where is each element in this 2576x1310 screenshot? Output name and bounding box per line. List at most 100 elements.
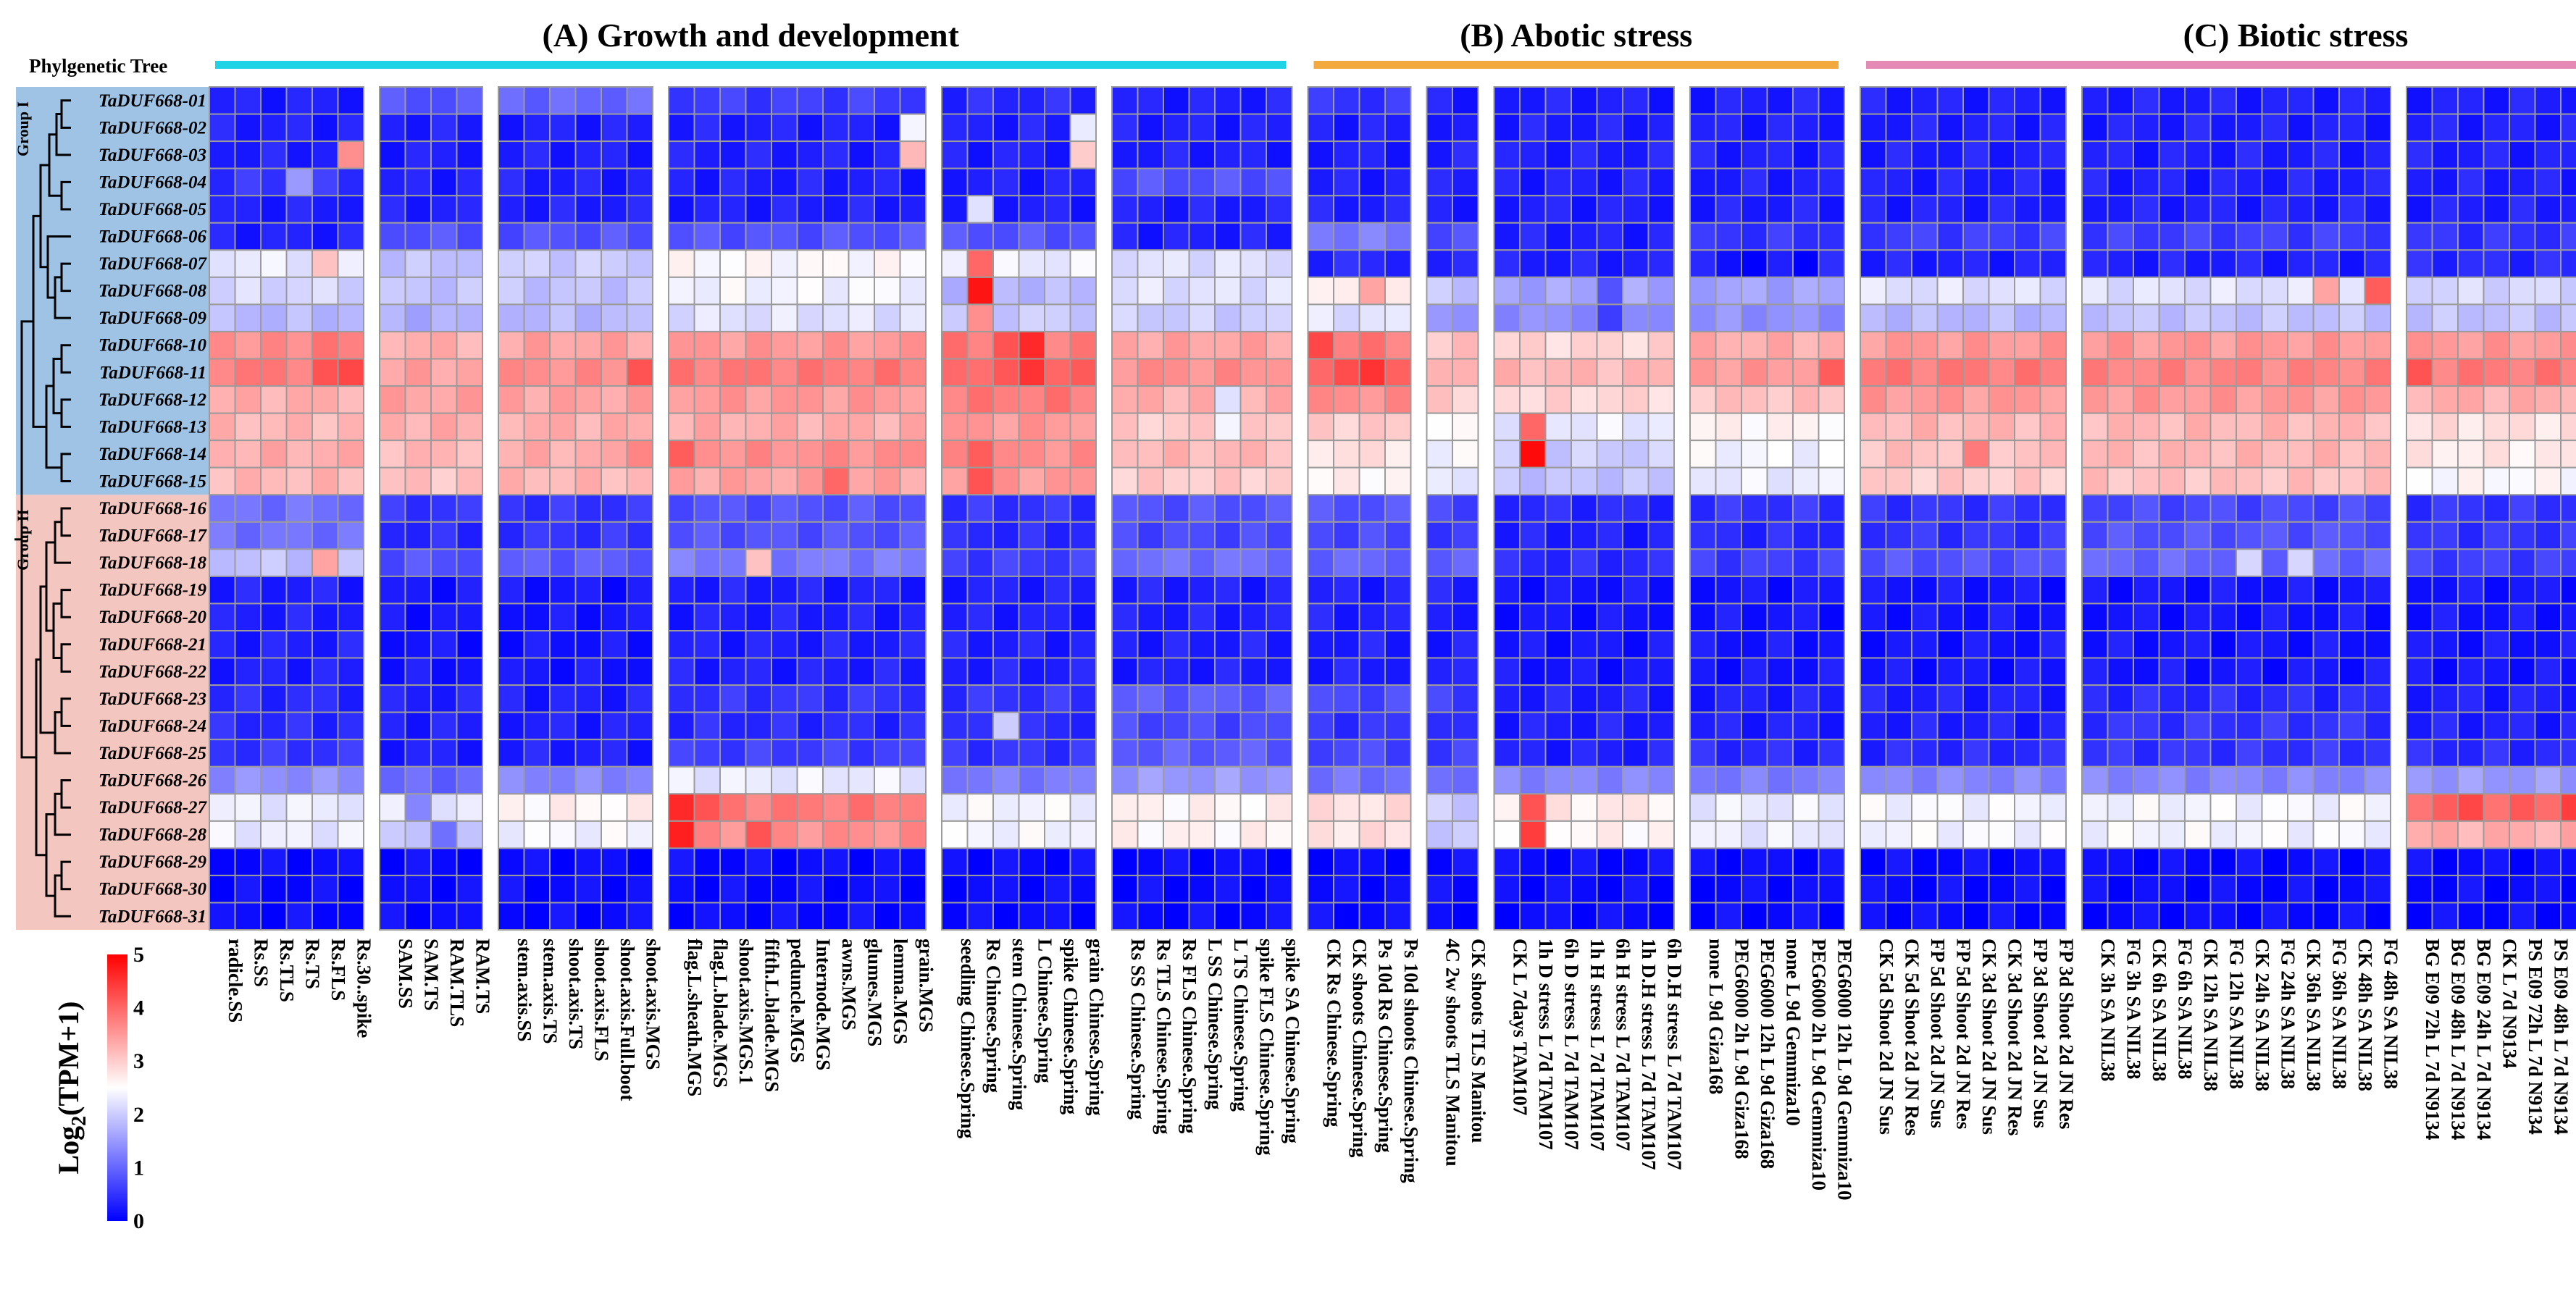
- heatmap-cell: [1962, 167, 1990, 197]
- heatmap-cell: [574, 711, 602, 741]
- heatmap-cell: [1988, 140, 2015, 169]
- heatmap-cell: [1647, 902, 1675, 931]
- heatmap-cell: [523, 793, 551, 822]
- heatmap-cell: [209, 385, 236, 414]
- heatmap-cell: [1111, 412, 1139, 442]
- heatmap-cell: [498, 684, 525, 713]
- heatmap-cell: [1493, 657, 1521, 687]
- heatmap-cell: [209, 466, 236, 496]
- column-label: CK 3d Shoot 2d JN Res: [2004, 939, 2025, 1135]
- heatmap-cell: [523, 630, 551, 659]
- heatmap-cell: [1596, 630, 1623, 659]
- heatmap-cell: [1307, 167, 1334, 197]
- heatmap-cell: [1936, 358, 1964, 387]
- heatmap-cell: [404, 276, 432, 306]
- heatmap-cell: [234, 765, 262, 795]
- heatmap-cell: [574, 820, 602, 849]
- heatmap-cell: [404, 140, 432, 169]
- heatmap-block: [941, 86, 1097, 931]
- heatmap-cell: [260, 494, 288, 523]
- heatmap-cell: [899, 440, 927, 469]
- column-label: CK L 7d N9134: [2498, 939, 2520, 1068]
- heatmap-cell: [1069, 358, 1097, 387]
- heatmap-cell: [1962, 385, 1990, 414]
- heatmap-cell: [2158, 330, 2186, 360]
- heatmap-cell: [2133, 847, 2160, 876]
- heatmap-cell: [992, 684, 1020, 713]
- heatmap-cell: [2338, 140, 2366, 169]
- heatmap-cell: [2261, 440, 2288, 469]
- heatmap-cell: [498, 195, 525, 224]
- heatmap-cell: [719, 222, 747, 251]
- heatmap-cell: [337, 86, 364, 115]
- heatmap-cell: [1266, 385, 1293, 414]
- heatmap-cell: [1452, 793, 1479, 822]
- heatmap-cell: [1493, 276, 1521, 306]
- heatmap-cell: [285, 440, 313, 469]
- heatmap-cell: [941, 330, 969, 360]
- heatmap-cell: [1911, 739, 1939, 768]
- heatmap-cell: [1622, 711, 1649, 741]
- heatmap-cell: [2107, 303, 2134, 332]
- heatmap-cell: [1818, 521, 1845, 550]
- heatmap-cell: [2338, 847, 2366, 876]
- column-label: fifth.L.blade.MGS: [761, 939, 782, 1092]
- heatmap-cell: [1358, 874, 1386, 904]
- heatmap-cell: [1452, 684, 1479, 713]
- heatmap-cell: [1358, 548, 1386, 577]
- heatmap-cell: [498, 820, 525, 849]
- heatmap-cell: [1137, 466, 1164, 496]
- heatmap-cell: [2209, 739, 2237, 768]
- heatmap-cell: [311, 575, 339, 605]
- heatmap-cell: [2287, 548, 2314, 577]
- heatmap-cell: [1792, 195, 1820, 224]
- heatmap-cell: [1596, 521, 1623, 550]
- heatmap-cell: [1766, 167, 1794, 197]
- heatmap-cell: [1426, 602, 1453, 632]
- heatmap-cell: [2431, 440, 2459, 469]
- heatmap-cell: [1544, 902, 1572, 931]
- heatmap-cell: [2261, 874, 2288, 904]
- column-label: BG E09 72h L 7d N9134: [2422, 939, 2443, 1140]
- heatmap-cell: [626, 113, 653, 143]
- heatmap-cell: [1266, 330, 1293, 360]
- heatmap-cell: [874, 874, 901, 904]
- heatmap-cell: [456, 276, 483, 306]
- heatmap-cell: [1988, 902, 2015, 931]
- heatmap-cell: [234, 820, 262, 849]
- heatmap-cell: [311, 820, 339, 849]
- heatmap-cell: [1988, 494, 2015, 523]
- heatmap-cell: [1936, 440, 1964, 469]
- heatmap-cell: [1239, 684, 1267, 713]
- heatmap-cell: [693, 765, 721, 795]
- heatmap-cell: [2261, 195, 2288, 224]
- heatmap-cell: [2509, 412, 2536, 442]
- heatmap-cell: [2534, 630, 2562, 659]
- heatmap-cell: [626, 548, 653, 577]
- heatmap-cell: [1426, 793, 1453, 822]
- heatmap-cell: [1647, 494, 1675, 523]
- heatmap-cell: [1936, 330, 1964, 360]
- heatmap-cell: [430, 86, 458, 115]
- heatmap-cell: [209, 330, 236, 360]
- heatmap-cell: [1647, 195, 1675, 224]
- heatmap-cell: [966, 630, 994, 659]
- heatmap-cell: [1111, 113, 1139, 143]
- heatmap-cell: [379, 494, 406, 523]
- heatmap-cell: [1689, 847, 1717, 876]
- heatmap-cell: [2483, 167, 2510, 197]
- heatmap-cell: [745, 711, 772, 741]
- heatmap-cell: [549, 630, 577, 659]
- heatmap-cell: [285, 548, 313, 577]
- gene-label: TaDUF668-16: [99, 499, 207, 518]
- block-border: [209, 86, 364, 931]
- heatmap-cell: [771, 276, 798, 306]
- heatmap-cell: [2039, 113, 2067, 143]
- heatmap-cell: [2364, 86, 2391, 115]
- column-label: CK 5d Shoot 2d JN Res: [1901, 939, 1923, 1135]
- heatmap-cell: [1818, 195, 1845, 224]
- heatmap-cell: [260, 113, 288, 143]
- heatmap-cell: [822, 222, 850, 251]
- heatmap-cell: [1818, 358, 1845, 387]
- heatmap-cell: [549, 358, 577, 387]
